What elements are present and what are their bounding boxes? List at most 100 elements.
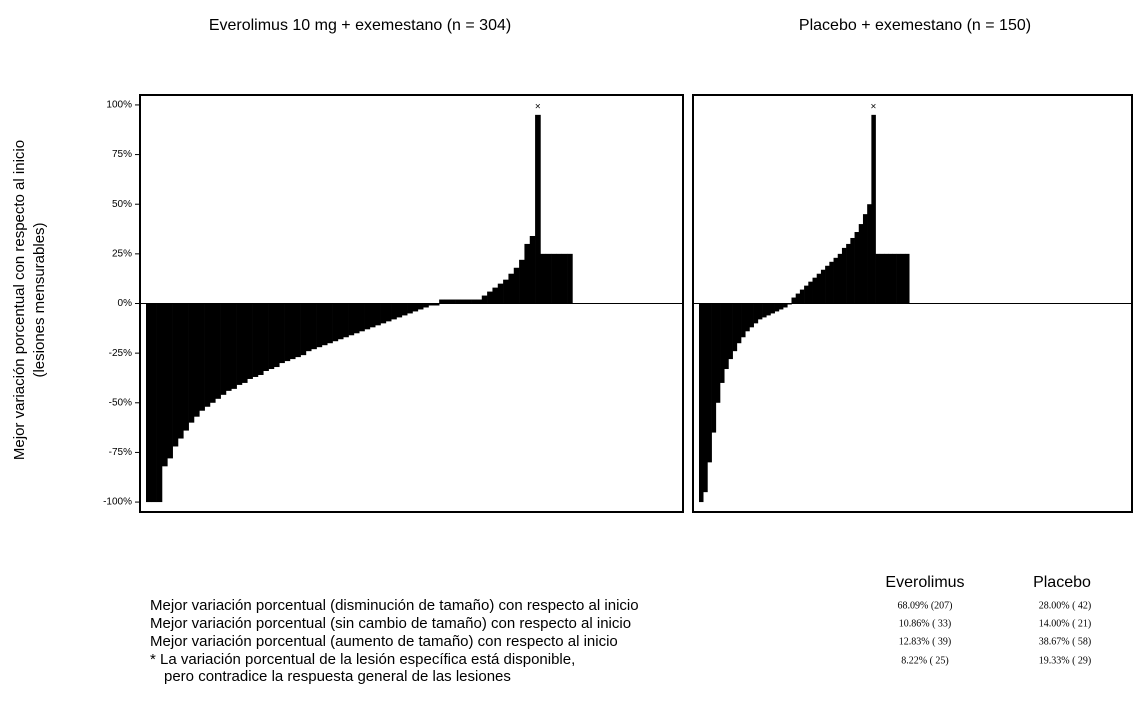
bar: [820, 269, 826, 304]
bar: [241, 303, 248, 383]
bar: [879, 253, 885, 304]
bar: [524, 243, 531, 304]
bar: [177, 303, 184, 439]
bar: [428, 303, 435, 306]
bar: [215, 303, 221, 399]
bar: [513, 267, 520, 304]
bar: [905, 253, 910, 304]
bar: [883, 253, 889, 304]
bar: [561, 253, 568, 304]
y-tick-label: 0%: [118, 298, 133, 309]
cell: 8.22% ( 25): [901, 655, 949, 666]
bar: [808, 281, 813, 304]
bar: [481, 295, 488, 304]
bar: [465, 299, 472, 304]
bar: [833, 257, 839, 304]
bar: [900, 253, 906, 304]
y-tick-label: -100%: [103, 497, 132, 508]
bar: [837, 253, 843, 304]
bar: [396, 303, 403, 318]
bar: [455, 299, 461, 304]
bar: [867, 204, 872, 304]
bar: [471, 299, 477, 304]
bar: [699, 303, 704, 503]
bar: [460, 299, 467, 304]
bar: [380, 303, 387, 324]
bar: [305, 303, 312, 352]
bar: [311, 303, 317, 350]
bar: [439, 299, 445, 304]
bar: [791, 297, 796, 304]
bar: [871, 114, 876, 304]
bar: [375, 303, 381, 326]
bar: [741, 303, 746, 338]
bar: [711, 303, 717, 433]
bar: [225, 303, 232, 391]
chart-title: Placebo + exemestano (n = 150): [799, 17, 1031, 34]
row-label: Mejor variación porcentual (disminución …: [150, 597, 639, 614]
bar: [503, 279, 509, 304]
y-tick-label: 100%: [106, 100, 132, 111]
row-label: Mejor variación porcentual (sin cambio d…: [150, 615, 631, 632]
bar: [715, 303, 721, 403]
bar: [167, 303, 173, 459]
bar: [556, 253, 563, 304]
bar: [151, 303, 157, 503]
bar: [161, 303, 168, 467]
bar: [327, 303, 333, 344]
bar: [720, 303, 725, 383]
bar: [172, 303, 179, 447]
cell: 68.09% (207): [898, 600, 953, 611]
bar: [487, 291, 493, 304]
table-header: Placebo: [1033, 574, 1091, 591]
bar: [183, 303, 189, 431]
bar: [284, 303, 291, 362]
y-axis-label: (lesiones mensurables): [31, 222, 48, 377]
bar: [896, 253, 902, 304]
cell: 14.00% ( 21): [1039, 618, 1092, 629]
bar: [795, 293, 801, 304]
cell: 12.83% ( 39): [899, 636, 952, 647]
bar: [774, 303, 780, 312]
bar: [841, 247, 847, 304]
bar: [728, 303, 733, 360]
bar: [343, 303, 349, 338]
bar: [757, 303, 763, 320]
bar: [753, 303, 759, 324]
bar: [369, 303, 376, 328]
bar: [804, 285, 809, 304]
bar: [545, 253, 552, 304]
bar: [766, 303, 771, 316]
bar: [875, 253, 881, 304]
y-tick-label: 25%: [112, 248, 132, 259]
bar: [300, 303, 307, 356]
bar: [846, 243, 851, 304]
bar: [770, 303, 775, 314]
annotation: ×: [871, 102, 877, 113]
bar: [476, 299, 483, 304]
bar: [508, 273, 515, 304]
bar: [316, 303, 323, 348]
bar: [812, 277, 818, 304]
bar: [707, 303, 712, 463]
bar: [858, 224, 864, 304]
bar: [703, 303, 708, 493]
bar: [279, 303, 285, 364]
bar: [220, 303, 227, 395]
bar: [423, 303, 429, 308]
cell: 28.00% ( 42): [1039, 600, 1092, 611]
bar: [193, 303, 200, 417]
bar: [892, 253, 897, 304]
bar: [433, 303, 440, 306]
bar: [204, 303, 211, 407]
bar: [321, 303, 328, 346]
bar: [348, 303, 355, 336]
y-tick-label: -75%: [109, 447, 132, 458]
bar: [209, 303, 216, 403]
bar: [359, 303, 365, 332]
cell: 10.86% ( 33): [899, 618, 952, 629]
bar: [745, 303, 750, 332]
y-axis-label: Mejor variación porcentual con respecto …: [11, 140, 28, 460]
bar: [199, 303, 205, 411]
bar: [391, 303, 397, 320]
